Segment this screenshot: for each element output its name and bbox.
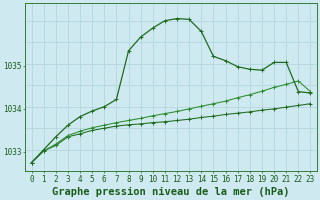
X-axis label: Graphe pression niveau de la mer (hPa): Graphe pression niveau de la mer (hPa): [52, 186, 290, 197]
